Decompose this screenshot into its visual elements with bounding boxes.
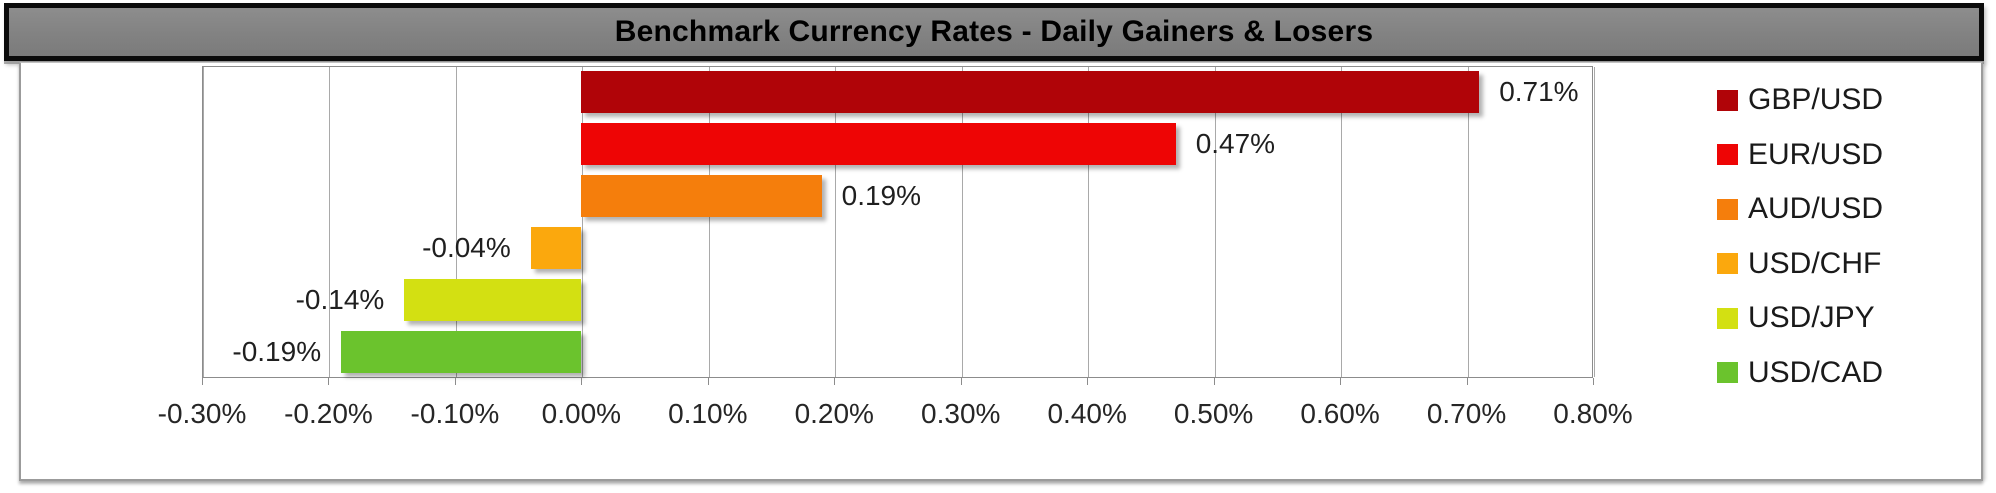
x-tick-label: 0.80% [1553, 398, 1633, 429]
legend-swatch-icon [1717, 89, 1738, 111]
x-tick-label: 0.10% [668, 398, 748, 429]
bar-aud-usd [581, 175, 822, 217]
bar-gbp-usd [581, 71, 1480, 113]
x-gridline [1341, 67, 1343, 377]
legend-label: USD/JPY [1748, 301, 1875, 334]
x-gridline [1214, 67, 1216, 377]
legend-item-usd-jpy: USD/JPY [1717, 301, 1883, 334]
x-tick-label: 0.50% [1173, 398, 1254, 429]
x-tick-label: -0.20% [284, 398, 373, 429]
x-gridline [1088, 67, 1090, 377]
x-gridline [961, 67, 963, 377]
legend-item-gbp-usd: GBP/USD [1717, 83, 1884, 116]
x-tick-mark [1087, 378, 1089, 385]
x-tick-label: 0.00% [541, 398, 622, 429]
x-tick-label: 0.60% [1300, 398, 1380, 429]
x-gridline [1594, 67, 1595, 377]
legend-item-eur-usd: EUR/USD [1717, 137, 1884, 171]
x-gridline [708, 67, 710, 377]
x-tick-mark [454, 378, 456, 385]
bar-usd-chf [530, 227, 582, 269]
chart-title: Benchmark Currency Rates - Daily Gainers… [614, 15, 1374, 48]
x-tick-label: 0.20% [794, 398, 874, 429]
bar-value-label: 0.71% [1499, 76, 1579, 107]
x-tick-mark [834, 378, 836, 385]
x-tick-label: -0.10% [410, 398, 500, 429]
bar-value-label: -0.19% [232, 336, 322, 367]
x-gridline [203, 67, 204, 377]
x-gridline [329, 67, 331, 377]
legend-swatch-icon [1717, 198, 1738, 220]
legend-swatch-icon [1717, 253, 1738, 274]
legend-item-usd-chf: USD/CHF [1717, 246, 1883, 280]
x-tick-mark [1213, 378, 1215, 385]
chart-title-bar: Benchmark Currency Rates - Daily Gainers… [4, 3, 1984, 61]
legend-item-aud-usd: AUD/USD [1717, 192, 1884, 225]
legend: GBP/USD EUR/USD AUD/USD USD/CHF USD/JPY USD/C… [1717, 83, 1884, 411]
x-tick-label: 0.40% [1047, 398, 1127, 429]
x-tick-mark [581, 378, 583, 385]
legend-label: USD/CHF [1748, 246, 1882, 280]
legend-label: EUR/USD [1748, 137, 1884, 171]
bar-value-label: 0.47% [1195, 128, 1276, 159]
x-tick-label: -0.30% [157, 398, 247, 429]
x-tick-mark [960, 378, 962, 385]
x-tick-mark [707, 378, 709, 385]
plot-area [202, 66, 1595, 378]
x-tick-mark [202, 378, 203, 385]
legend-label: GBP/USD [1748, 83, 1884, 116]
bar-eur-usd [581, 123, 1176, 165]
bar-value-label: 0.19% [841, 180, 922, 211]
x-gridline [455, 67, 457, 377]
legend-item-usd-cad: USD/CAD [1717, 355, 1884, 389]
legend-label: AUD/USD [1748, 192, 1884, 225]
x-gridline [1467, 67, 1469, 377]
legend-swatch-icon [1717, 362, 1738, 383]
x-tick-mark [1340, 378, 1342, 385]
x-tick-mark [328, 378, 330, 385]
x-tick-label: 0.30% [921, 398, 1001, 429]
x-gridline [835, 67, 837, 377]
legend-swatch-icon [1717, 307, 1738, 329]
legend-label: USD/CAD [1748, 355, 1884, 389]
x-tick-mark [1466, 378, 1468, 385]
bar-usd-cad [341, 331, 582, 373]
x-tick-mark [1593, 378, 1594, 385]
bar-value-label: -0.04% [422, 232, 511, 263]
bar-value-label: -0.14% [295, 284, 385, 315]
bar-usd-jpy [404, 279, 582, 321]
legend-swatch-icon [1717, 144, 1738, 165]
x-tick-label: 0.70% [1426, 398, 1507, 429]
x-gridline [582, 67, 584, 377]
